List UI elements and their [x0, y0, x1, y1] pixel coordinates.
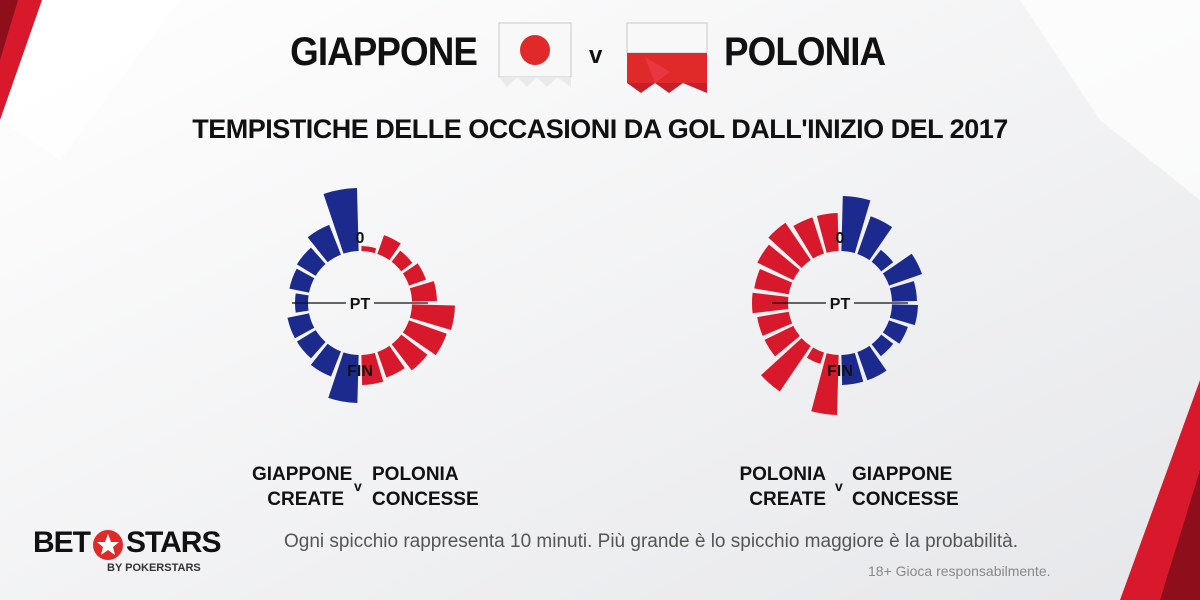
bar-left-1	[793, 217, 825, 259]
team-left-title: GIAPPONE	[290, 30, 478, 74]
brand-bet: BET	[33, 526, 91, 559]
bar-right-9	[361, 352, 384, 385]
bar-left-7	[310, 343, 341, 377]
bar-right-3	[882, 253, 923, 286]
bar-left-6	[757, 311, 793, 336]
age-notice: 18+ Gioca responsabilmente.	[868, 563, 1051, 579]
legend-right-label1: CREATE	[749, 489, 826, 510]
bar-right-6	[402, 320, 447, 356]
ring-label-start: 0	[836, 230, 845, 247]
bar-right-2	[391, 250, 413, 272]
legend-left-team1-block: GIAPPONE CREATE	[252, 462, 353, 512]
bar-right-4	[409, 281, 437, 302]
bar-right-5	[889, 304, 918, 326]
bar-right-1	[857, 216, 893, 261]
brand-sub: BY POKERSTARS	[107, 562, 201, 575]
chart-poland-vs-japan: 0 PT FIN	[751, 196, 923, 415]
bar-left-3	[757, 244, 800, 281]
legend-left-versus: v	[354, 478, 362, 494]
bar-right-3	[402, 263, 426, 286]
ring-label-end: FIN	[827, 363, 853, 380]
bar-left-0	[816, 213, 839, 253]
brand-stars: STARS	[126, 526, 221, 559]
bar-right-0	[841, 196, 871, 254]
legend-right-team2: GIAPPONE	[852, 464, 953, 485]
bar-right-4	[889, 281, 917, 302]
bar-right-7	[391, 334, 428, 371]
ring-label-end: FIN	[347, 363, 373, 380]
japan-flag-icon	[497, 17, 573, 94]
chart-japan-vs-poland: 0 PT FIN	[287, 188, 455, 403]
bar-left-2	[768, 222, 811, 268]
bar-left-2	[296, 247, 326, 276]
legend-left-team2-block: POLONIA CONCESSE	[372, 462, 479, 512]
versus-label: v	[589, 42, 603, 69]
poland-flag-icon	[625, 17, 709, 98]
footnote: Ogni spicchio rappresenta 10 minuti. Più…	[284, 531, 1019, 552]
bar-right-0	[361, 246, 377, 254]
bar-left-4	[754, 268, 793, 295]
bar-left-9	[806, 347, 825, 364]
bar-left-7	[764, 325, 800, 357]
ring-label-half: PT	[830, 296, 851, 313]
star-icon	[92, 529, 124, 566]
legend-right-versus: v	[835, 478, 843, 494]
legend-left-label1: CREATE	[267, 489, 344, 510]
bar-right-9	[841, 352, 864, 385]
chart-subtitle: TEMPISTICHE DELLE OCCASIONI DA GOL DALL'…	[192, 114, 1008, 144]
bar-right-6	[882, 320, 908, 344]
legend-left-label2: CONCESSE	[372, 489, 479, 510]
legend-right-team1: POLONIA	[739, 464, 826, 485]
bar-left-3	[289, 268, 315, 293]
bar-left-10	[811, 353, 839, 415]
bar-left-6	[296, 330, 326, 359]
ring-label-start: 0	[356, 230, 365, 247]
ring-label-half: PT	[350, 296, 371, 313]
bar-left-8	[328, 352, 359, 403]
bar-left-8	[760, 338, 811, 392]
bar-right-2	[871, 249, 894, 272]
betstars-logo: BET STARS BY POKERSTARS	[33, 526, 221, 575]
legend-left-team1: GIAPPONE	[252, 464, 353, 485]
legend-right-team1-block: POLONIA CREATE	[722, 462, 826, 512]
legend-right-label2: CONCESSE	[852, 489, 959, 510]
legend-left-team2: POLONIA	[372, 464, 459, 485]
bar-right-5	[409, 304, 455, 330]
corner-stripe-top-left	[0, 0, 42, 120]
bar-right-8	[857, 345, 887, 381]
bar-right-7	[871, 334, 894, 357]
legend-right-team2-block: GIAPPONE CONCESSE	[852, 462, 959, 512]
bar-right-1	[377, 235, 401, 261]
bar-left-0	[323, 188, 359, 254]
bar-left-1	[307, 224, 341, 263]
bar-right-8	[377, 345, 405, 378]
team-right-title: POLONIA	[724, 30, 886, 74]
bar-left-5	[751, 292, 789, 314]
bar-left-5	[287, 313, 315, 339]
